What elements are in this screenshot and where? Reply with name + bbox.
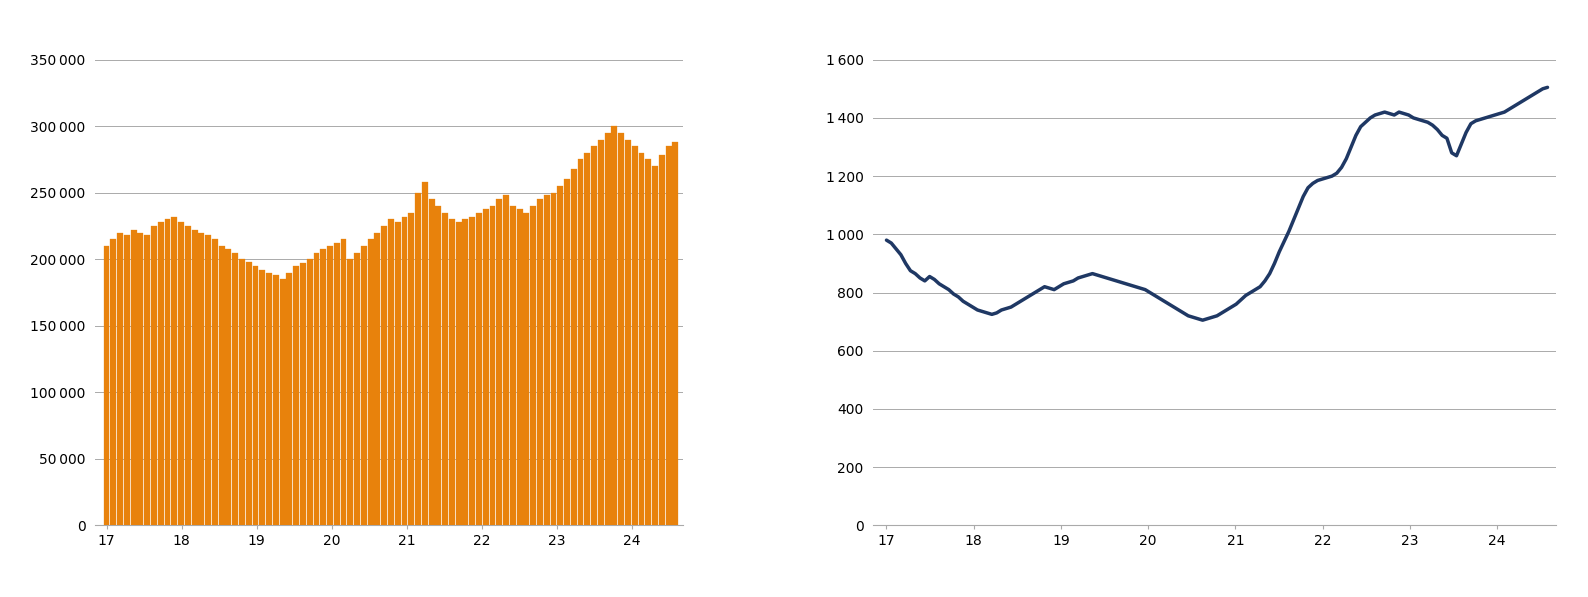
Bar — [605, 133, 610, 525]
Bar — [368, 239, 373, 525]
Bar — [584, 153, 591, 525]
Bar — [300, 263, 306, 525]
Bar — [157, 222, 164, 525]
Bar — [422, 182, 427, 525]
Bar — [665, 146, 672, 525]
Bar — [510, 206, 516, 525]
Bar — [381, 226, 387, 525]
Bar — [360, 246, 367, 525]
Bar — [591, 146, 597, 525]
Bar — [476, 213, 481, 525]
Bar — [286, 273, 292, 525]
Bar — [103, 246, 110, 525]
Bar — [354, 253, 360, 525]
Bar — [294, 266, 299, 525]
Bar — [497, 199, 502, 525]
Bar — [632, 146, 638, 525]
Bar — [449, 219, 454, 525]
Bar — [348, 259, 353, 525]
Bar — [246, 262, 251, 525]
Bar — [151, 226, 157, 525]
Bar — [165, 219, 170, 525]
Bar — [483, 209, 489, 525]
Bar — [645, 159, 651, 525]
Bar — [462, 219, 468, 525]
Bar — [240, 259, 245, 525]
Bar — [530, 206, 537, 525]
Bar — [516, 209, 522, 525]
Bar — [524, 213, 529, 525]
Bar — [468, 217, 475, 525]
Bar — [321, 248, 326, 525]
Bar — [124, 235, 130, 525]
Bar — [267, 273, 272, 525]
Bar — [672, 142, 678, 525]
Bar — [184, 226, 191, 525]
Bar — [145, 235, 151, 525]
Bar — [279, 279, 286, 525]
Bar — [537, 199, 543, 525]
Bar — [557, 186, 564, 525]
Bar — [570, 169, 576, 525]
Bar — [259, 270, 265, 525]
Bar — [578, 159, 583, 525]
Bar — [225, 248, 232, 525]
Bar — [551, 193, 556, 525]
Bar — [618, 133, 624, 525]
Bar — [205, 235, 211, 525]
Bar — [130, 230, 137, 525]
Bar — [402, 217, 408, 525]
Bar — [340, 239, 346, 525]
Bar — [543, 195, 549, 525]
Bar — [408, 213, 414, 525]
Bar — [211, 239, 218, 525]
Bar — [489, 206, 495, 525]
Bar — [638, 153, 645, 525]
Bar — [138, 233, 143, 525]
Bar — [503, 195, 510, 525]
Bar — [313, 253, 319, 525]
Bar — [118, 233, 122, 525]
Bar — [232, 253, 238, 525]
Bar — [435, 206, 441, 525]
Bar — [306, 259, 313, 525]
Bar — [178, 222, 184, 525]
Bar — [429, 199, 435, 525]
Bar — [611, 126, 618, 525]
Bar — [387, 219, 394, 525]
Bar — [333, 244, 340, 525]
Bar — [375, 233, 381, 525]
Bar — [273, 275, 279, 525]
Bar — [327, 246, 333, 525]
Bar — [456, 222, 462, 525]
Bar — [564, 180, 570, 525]
Bar — [659, 155, 665, 525]
Bar — [198, 233, 205, 525]
Bar — [192, 230, 197, 525]
Bar — [441, 213, 448, 525]
Bar — [653, 166, 657, 525]
Bar — [252, 266, 259, 525]
Bar — [626, 140, 630, 525]
Bar — [110, 239, 116, 525]
Bar — [219, 246, 224, 525]
Bar — [395, 222, 400, 525]
Bar — [414, 193, 421, 525]
Bar — [599, 140, 603, 525]
Bar — [172, 217, 178, 525]
